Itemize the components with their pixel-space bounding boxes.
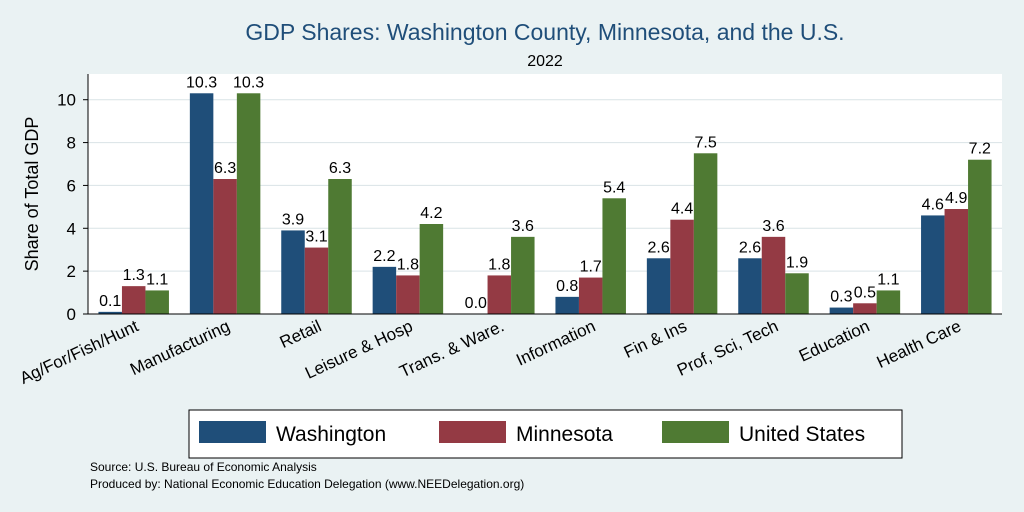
bar [372, 266, 397, 314]
data-label: 4.4 [671, 201, 693, 218]
legend-label: United States [739, 423, 865, 446]
data-labels: 0.11.3 1.110.36.310.33.93.16.32.21.84.20.… [99, 74, 991, 312]
x-tick-label: Manufacturing [127, 316, 233, 379]
y-ticks: 0 2 4 6 8 10 [57, 91, 88, 324]
x-tick-label: Health Care [874, 316, 964, 372]
bar [853, 303, 877, 314]
data-label: 1.7 [580, 259, 602, 276]
data-label: 4.2 [420, 205, 442, 222]
data-label: 10.3 [186, 74, 217, 91]
y-tick-label: 8 [67, 134, 76, 153]
legend-label: Minnesota [516, 423, 613, 446]
data-label: 5.4 [603, 179, 625, 196]
bar [396, 275, 420, 314]
bar [693, 153, 718, 314]
legend-box [188, 409, 903, 459]
y-axis-label: Share of Total GDP [22, 117, 42, 272]
bar [968, 159, 992, 314]
bar [304, 247, 329, 314]
bar [213, 179, 237, 314]
bar [738, 258, 762, 314]
x-tick-label: Fin & Ins [621, 316, 690, 362]
data-label: 4.6 [922, 196, 944, 213]
data-label: 3.1 [305, 229, 327, 246]
data-label: 6.3 [329, 160, 351, 177]
data-label: 0.1 [99, 293, 121, 310]
x-tick-label: Information [513, 316, 598, 369]
x-tick-label: Education [796, 316, 873, 365]
data-label: 2.6 [739, 239, 761, 256]
data-label: 2.2 [373, 248, 395, 265]
x-tick-label: Prof, Sci, Tech [674, 316, 781, 379]
produced-by-note: Produced by: National Economic Education… [90, 477, 524, 491]
data-label: 0.5 [854, 284, 876, 301]
bar [602, 198, 626, 314]
x-tick-label: Ag/For/Fish/Hunt [17, 316, 142, 388]
bar [921, 215, 945, 314]
bar [670, 219, 694, 314]
bar [189, 93, 214, 315]
data-label: 0.3 [830, 289, 852, 306]
x-tick-label: Retail [277, 316, 324, 352]
legend-swatch [662, 421, 729, 443]
bar [829, 307, 854, 314]
y-tick-label: 4 [67, 219, 76, 238]
bar [419, 224, 444, 314]
y-tick-label: 10 [57, 91, 76, 110]
bar [281, 230, 305, 314]
bar-series [98, 93, 992, 315]
data-label: 1.8 [397, 256, 419, 273]
bar [761, 236, 786, 314]
bar [98, 311, 122, 314]
data-label: 1.1 [146, 271, 168, 288]
source-note: Source: U.S. Bureau of Economic Analysis [90, 460, 317, 474]
bar [876, 290, 901, 314]
y-tick-label: 2 [67, 262, 76, 281]
data-label: 4.9 [945, 190, 967, 207]
data-label: 7.5 [694, 134, 716, 151]
data-label: 1.3 [123, 267, 145, 284]
data-label: 3.6 [512, 218, 534, 235]
data-label: 2.6 [647, 239, 669, 256]
y-tick-label: 0 [67, 305, 76, 324]
bar [785, 273, 809, 314]
data-label: 1.8 [488, 256, 510, 273]
bar [487, 275, 512, 314]
x-tick-label: Trans. & Ware. [397, 316, 507, 381]
bar [145, 290, 169, 314]
data-label: 3.6 [762, 218, 784, 235]
bar [121, 286, 146, 314]
legend-swatch [199, 421, 266, 443]
chart-subtitle: 2022 [527, 53, 563, 70]
bar [555, 296, 579, 314]
data-label: 6.3 [214, 160, 236, 177]
data-label: 0.0 [465, 295, 487, 312]
data-label: 1.1 [877, 271, 899, 288]
chart-title: GDP Shares: Washington County, Minnesota… [245, 19, 844, 45]
bar [646, 258, 671, 314]
data-label: 3.9 [282, 211, 304, 228]
data-label: 1.9 [786, 254, 808, 271]
data-label: 0.8 [556, 278, 578, 295]
legend-label: Washington [276, 423, 386, 446]
bar [511, 236, 535, 314]
bar [944, 209, 969, 314]
bar [236, 93, 261, 315]
y-tick-label: 6 [67, 176, 76, 195]
bar [578, 277, 603, 314]
legend: Washington Minnesota United States [188, 409, 903, 459]
data-label: 10.3 [233, 74, 264, 91]
legend-swatch [439, 421, 506, 443]
data-label: 7.2 [969, 141, 991, 158]
bar [328, 179, 352, 314]
